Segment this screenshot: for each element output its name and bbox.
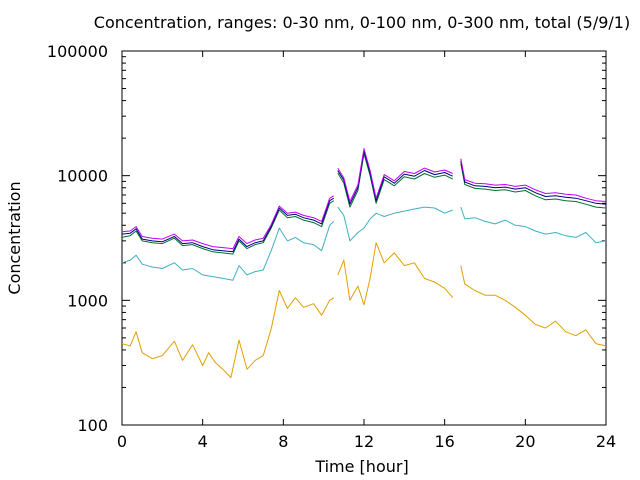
x-tick-label: 24 — [596, 432, 616, 451]
x-tick-label: 16 — [434, 432, 454, 451]
chart-title: Concentration, ranges: 0-30 nm, 0-100 nm… — [94, 13, 630, 32]
y-tick-label: 10000 — [57, 167, 108, 186]
x-tick-label: 8 — [278, 432, 288, 451]
x-tick-label: 20 — [515, 432, 535, 451]
plot-frame — [121, 50, 607, 426]
y-axis: 100 1000 10000 100000 — [47, 42, 606, 435]
y-tick-label: 100 — [77, 416, 108, 435]
x-tick-label: 4 — [198, 432, 208, 451]
x-tick-label: 12 — [354, 432, 374, 451]
series-line-1 — [121, 242, 607, 379]
x-axis: 0 4 8 12 16 20 24 — [117, 51, 616, 451]
series-line-2 — [121, 206, 607, 281]
x-axis-label: Time [hour] — [314, 457, 408, 476]
x-tick-label: 0 — [117, 432, 127, 451]
series-line-5 — [121, 148, 607, 250]
y-tick-label: 100000 — [47, 42, 108, 61]
series-line-4 — [121, 150, 607, 253]
y-axis-label: Concentration — [5, 181, 24, 294]
series-line-3 — [121, 153, 607, 255]
series-layer — [121, 148, 607, 379]
y-tick-label: 1000 — [67, 291, 108, 310]
